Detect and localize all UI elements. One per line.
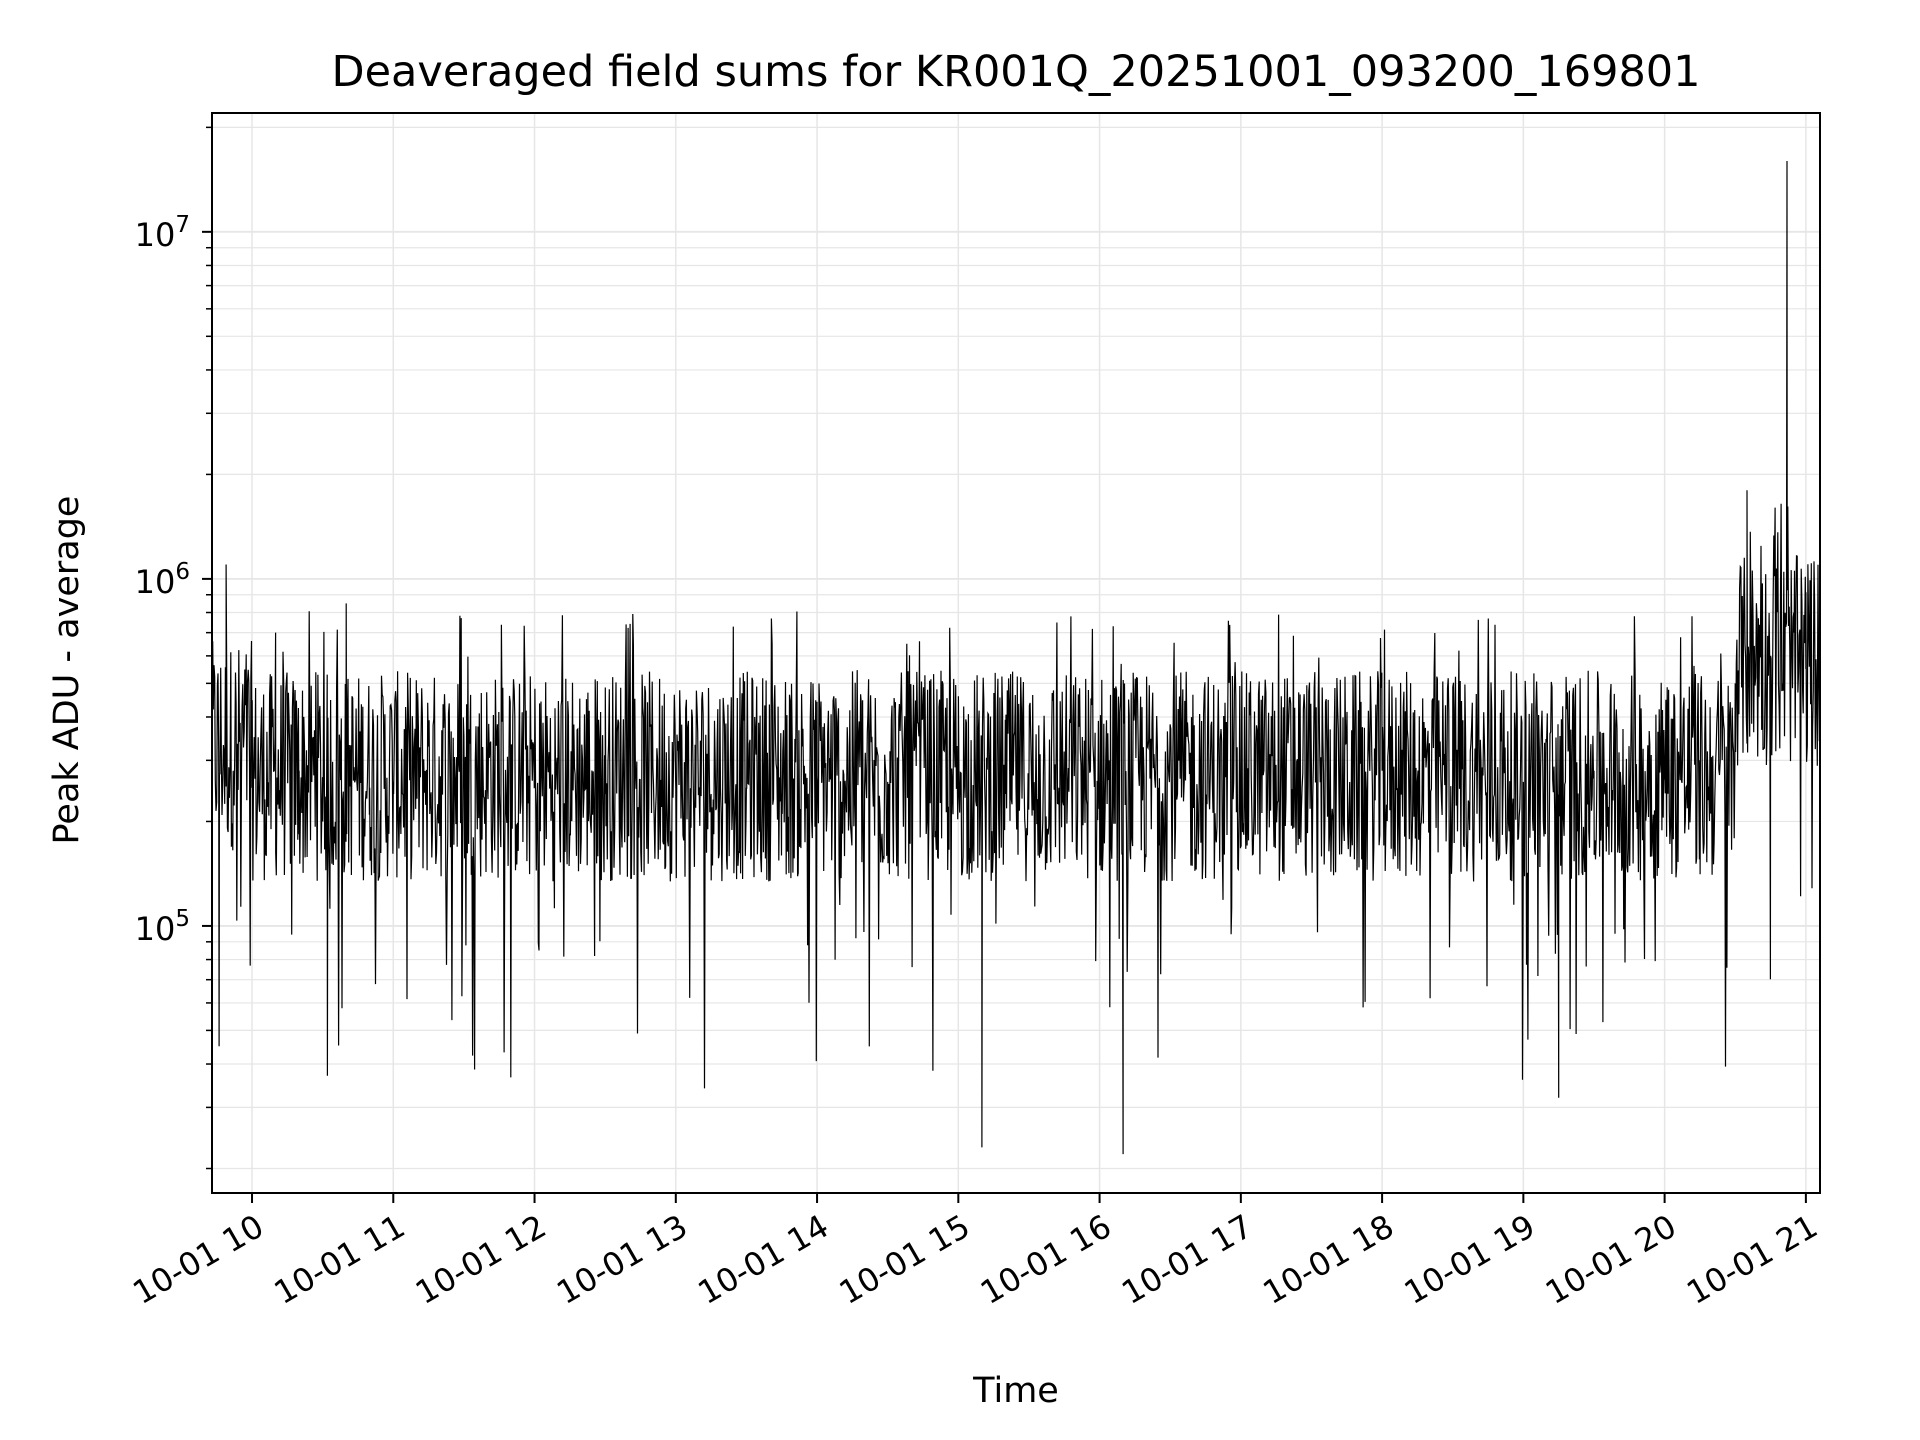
- x-axis-label: Time: [972, 1371, 1059, 1411]
- y-tick-label: 105: [135, 906, 190, 948]
- y-axis-label: Peak ADU - average: [47, 496, 87, 845]
- y-tick-label: 106: [135, 559, 190, 601]
- plot-frame: [211, 112, 1821, 1194]
- chart-title: Deaveraged field sums for KR001Q_2025100…: [331, 47, 1700, 97]
- series-line: [211, 160, 1821, 1155]
- y-tick-label: 107: [135, 212, 190, 254]
